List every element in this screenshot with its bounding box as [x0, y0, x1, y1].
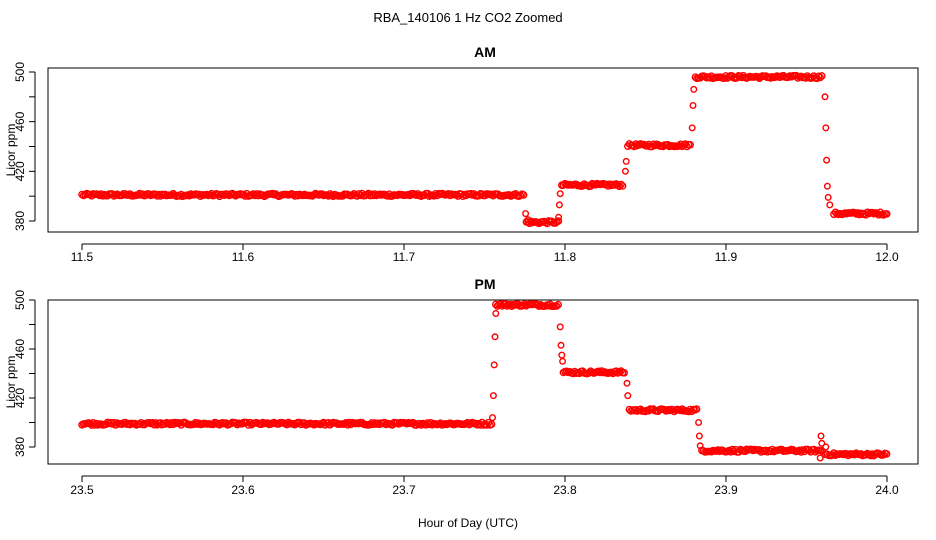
data-point — [557, 341, 565, 349]
data-point — [489, 392, 497, 400]
y-tick-label: 380 — [13, 437, 27, 457]
data-point — [516, 191, 525, 200]
data-point — [866, 451, 875, 460]
data-point — [696, 442, 704, 450]
data-point — [555, 201, 563, 209]
data-point — [692, 405, 701, 413]
data-point — [736, 72, 745, 80]
panel-am-frame — [47, 67, 919, 233]
data-point — [688, 124, 696, 132]
data-point — [695, 419, 703, 427]
y-tick-label: 500 — [13, 290, 27, 310]
y-tick-label: 380 — [13, 211, 27, 231]
panel-am-ylabel: Licor ppm — [4, 124, 18, 177]
figure-title: RBA_140106 1 Hz CO2 Zoomed — [373, 10, 562, 25]
panel-pm-points — [78, 299, 891, 462]
data-point — [555, 213, 563, 221]
data-point — [624, 392, 632, 400]
data-point — [490, 361, 498, 369]
x-tick-label: 24.0 — [875, 483, 899, 497]
data-point — [554, 217, 563, 225]
data-point — [554, 300, 563, 309]
data-point — [615, 182, 624, 191]
data-point — [822, 443, 830, 451]
data-point — [552, 302, 561, 310]
x-axis-label: Hour of Day (UTC) — [418, 516, 518, 530]
data-point — [818, 72, 826, 80]
x-tick-label: 11.8 — [554, 250, 577, 264]
data-point — [879, 450, 888, 459]
data-point — [882, 450, 891, 458]
x-tick-label: 23.6 — [231, 483, 255, 497]
data-point — [676, 140, 685, 149]
data-point — [817, 432, 825, 440]
data-point — [556, 323, 564, 331]
panel-am-x-axis: 11.5 11.6 11.7 11.8 11.9 12.0 — [71, 243, 899, 264]
data-point — [621, 167, 629, 175]
panel-pm-ylabel: Licor ppm — [4, 356, 18, 409]
data-point — [559, 357, 567, 365]
panel-pm-y-axis: 380 420 460 500 — [13, 290, 36, 457]
data-point — [686, 140, 695, 149]
data-point — [695, 432, 703, 440]
y-tick-label: 460 — [13, 111, 27, 131]
data-point — [556, 190, 564, 198]
data-point — [818, 439, 826, 447]
x-tick-label: 11.9 — [715, 250, 738, 264]
x-tick-label: 11.6 — [232, 250, 255, 264]
data-point — [417, 421, 426, 429]
panel-pm-frame — [47, 299, 919, 465]
x-tick-label: 23.5 — [70, 483, 94, 497]
data-point — [524, 216, 532, 224]
panel-pm: PM Licor ppm 23.5 23.6 23.7 23.8 23.9 24.0 38… — [4, 276, 919, 497]
panel-am-points — [78, 71, 891, 228]
data-point — [380, 418, 389, 427]
x-tick-label: 11.7 — [393, 250, 416, 264]
data-point — [233, 420, 241, 429]
data-point — [618, 182, 627, 190]
x-tick-label: 23.8 — [553, 483, 577, 497]
y-tick-label: 500 — [13, 62, 27, 82]
data-point — [622, 157, 630, 165]
data-point — [826, 201, 834, 209]
x-tick-label: 23.7 — [392, 483, 416, 497]
panel-am-title: AM — [474, 44, 496, 60]
data-point — [814, 72, 823, 81]
data-point — [489, 414, 497, 422]
data-point — [491, 333, 499, 341]
y-tick-label: 460 — [13, 339, 27, 359]
data-point — [614, 181, 622, 189]
y-tick-label: 420 — [13, 388, 27, 408]
data-point — [295, 418, 304, 427]
data-point — [623, 379, 631, 387]
x-tick-label: 23.9 — [714, 483, 738, 497]
data-point — [617, 180, 625, 189]
panel-am-y-axis: 380 420 460 500 — [13, 62, 36, 231]
data-point — [522, 210, 530, 218]
data-point — [690, 85, 698, 93]
panel-pm-x-axis: 23.5 23.6 23.7 23.8 23.9 24.0 — [70, 475, 899, 497]
data-point — [558, 351, 566, 359]
y-tick-label: 420 — [13, 161, 27, 181]
data-point — [620, 368, 629, 377]
data-point — [492, 310, 500, 318]
data-point — [822, 124, 830, 132]
data-point — [689, 101, 697, 109]
data-point — [823, 182, 831, 190]
data-point — [519, 191, 528, 199]
data-point — [816, 454, 824, 462]
data-point — [598, 367, 606, 375]
data-point — [882, 210, 891, 218]
data-point — [816, 73, 825, 82]
panel-am: AM Licor ppm 11.5 11.6 11.7 11.8 11.9 12.0 38… — [4, 44, 919, 264]
data-point — [487, 420, 496, 429]
data-point — [821, 93, 829, 101]
data-point — [824, 193, 832, 201]
x-tick-label: 11.5 — [71, 250, 94, 264]
data-point — [823, 156, 831, 164]
panel-pm-title: PM — [475, 276, 496, 292]
x-tick-label: 12.0 — [875, 250, 899, 264]
